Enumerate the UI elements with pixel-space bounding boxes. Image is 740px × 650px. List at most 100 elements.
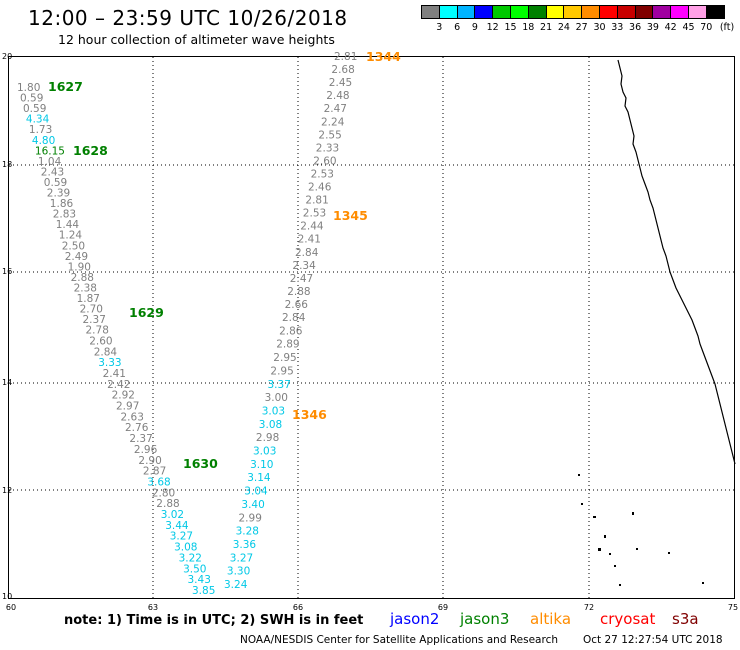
legend-label: 27 [575,22,588,33]
swh-value: 3.08 [174,542,197,554]
pass-id-label: 1627 [48,79,83,94]
swh-value: 3.00 [265,392,288,404]
swh-value: 3.24 [224,579,248,591]
swh-value: 2.98 [256,432,279,444]
lat-label: 16 [2,267,13,276]
swh-value: 2.53 [303,208,326,220]
legend-label: 45 [682,22,695,33]
swh-value: 2.83 [53,209,76,221]
swh-value: 3.03 [253,446,276,458]
satellite-name: s3a [672,610,699,628]
legend-label: 70 [700,22,713,33]
lat-label: 10 [2,592,13,601]
legend-label: 36 [629,22,642,33]
swh-value: 2.88 [71,272,94,284]
lon-label: 66 [292,603,304,612]
east-track-values: 2.812.682.452.482.472.242.552.332.602.53… [224,51,357,591]
legend-label: 3 [436,22,443,33]
pass-id-label: 1345 [333,208,368,223]
map-title: 12:00 – 23:59 UTC 10/26/2018 [28,6,348,30]
legend-label: 18 [522,22,535,33]
swh-value: 3.27 [230,552,253,564]
swh-value: 3.36 [233,539,257,551]
swh-value: 2.42 [107,379,130,391]
swh-value: 2.84 [282,312,306,324]
pass-id-label: 1628 [73,143,108,158]
swh-value: 2.76 [125,422,149,434]
swh-value: 2.47 [324,103,347,115]
swh-value: 2.92 [112,390,135,402]
lat-label: 18 [2,160,13,169]
swh-value: 1.04 [38,156,62,168]
legend-label: 33 [611,22,624,33]
swh-value: 2.60 [89,335,112,347]
legend-label: 21 [540,22,553,33]
swh-value: 2.55 [318,129,341,141]
swh-value: 2.43 [41,166,64,178]
swh-value: 3.04 [244,486,268,498]
satellite-name: altika [530,610,572,628]
pass-id-label: 1346 [292,407,327,422]
swh-value: 3.50 [183,563,206,575]
swh-value: 0.59 [44,177,67,189]
legend-label: 9 [471,22,478,33]
swh-value: 2.47 [290,273,313,285]
swh-value: 3.40 [241,499,264,511]
lat-lon-grid [9,57,734,598]
swh-value: 2.89 [276,339,299,351]
swh-value: 0.59 [23,103,46,115]
swh-value: 2.33 [316,142,339,154]
legend-label: 30 [593,22,606,33]
west-track-values: 1.800.590.594.341.734.8016.151.042.430.5… [17,82,215,597]
swh-value: 2.38 [74,283,97,295]
pass-id-label: 1629 [129,305,164,320]
lon-label: 63 [147,603,159,612]
map-frame [8,56,735,599]
swh-value: 2.44 [300,221,324,233]
lon-label: 75 [727,603,739,612]
swh-value: 2.46 [308,182,332,194]
swh-value: 1.44 [56,219,80,231]
swh-value: 2.88 [287,286,310,298]
lat-label: 20 [2,52,13,61]
swh-value: 3.08 [259,419,282,431]
swh-value: 2.95 [270,365,293,377]
lon-label: 60 [5,603,17,612]
swh-value: 2.81 [334,51,357,63]
swh-value: 3.22 [179,552,202,564]
legend-unit: (ft) [719,22,735,33]
swh-value: 16.15 [35,145,65,157]
swh-value: 2.80 [152,487,175,499]
swh-value: 2.63 [121,411,144,423]
coastline [617,59,736,465]
swh-value: 3.43 [188,574,211,586]
swh-value: 3.10 [250,459,273,471]
swh-value: 2.49 [65,251,88,263]
legend-label: 24 [557,22,570,33]
swh-value: 1.73 [29,124,52,136]
swh-value: 1.87 [77,293,100,305]
swh-value: 2.37 [129,433,152,445]
lon-label: 72 [583,603,595,612]
map-subtitle: 12 hour collection of altimeter wave hei… [58,32,335,47]
swh-value: 2.78 [86,325,109,337]
swh-value: 2.45 [329,77,352,89]
credit-line: NOAA/NESDIS Center for Satellite Applica… [240,634,558,646]
legend-label: 42 [664,22,677,33]
swh-value: 3.33 [98,357,121,369]
swh-value: 2.88 [156,498,179,510]
lat-label: 14 [2,378,13,387]
swh-value: 3.03 [262,406,285,418]
lon-label: 69 [437,603,449,612]
swh-value: 2.37 [83,314,106,326]
swh-value: 3.14 [247,472,271,484]
swh-value: 0.59 [20,93,43,105]
pass-id-label: 1344 [366,49,401,64]
swh-value: 2.86 [279,325,303,337]
legend-label: 12 [486,22,499,33]
swh-value: 2.41 [298,234,321,246]
pass-labels: 1344 1345 1346 1627 1628 1629 1630 [48,49,401,471]
swh-value: 2.81 [305,195,328,207]
swh-value: 2.34 [292,260,316,272]
swh-value: 3.37 [268,379,291,391]
